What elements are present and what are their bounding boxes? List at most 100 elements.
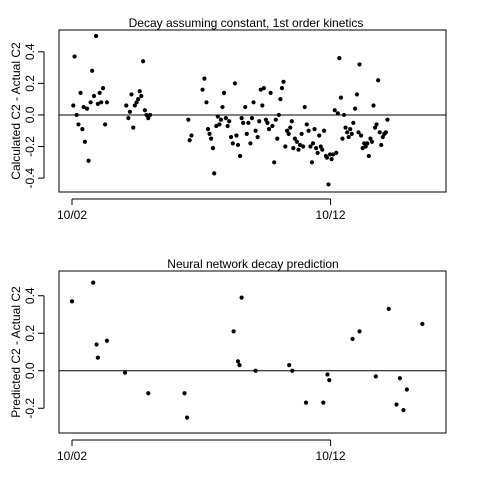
y-tick-label: 0.0 [23,362,37,379]
data-point [275,136,280,141]
y-axis-label: Calculated C2 - Actual C2 [9,42,23,180]
data-point [348,127,353,132]
data-point [318,144,323,149]
data-point [349,131,354,136]
data-point [335,111,340,116]
data-point [358,133,364,138]
data-point [371,103,376,108]
data-point [129,92,134,97]
data-point [246,120,251,125]
data-point [84,106,90,111]
data-point [137,89,142,94]
data-point [304,122,309,127]
data-point [312,127,317,132]
data-point [127,109,133,114]
data-point [353,106,358,111]
y-axis: -0.2 0.0 0.2 0.4 [23,287,45,419]
data-point [141,59,146,64]
data-point [322,128,327,133]
x-axis: 10/02 10/12 [57,439,346,463]
x-tick-label: 10/02 [57,208,87,222]
data-point [223,116,228,121]
data-point [244,131,249,136]
data-point [239,295,244,300]
data-point [234,133,239,138]
data-point [94,342,99,347]
plot-frame [58,270,447,434]
data-point [296,147,301,152]
data-point [253,128,258,133]
data-point [368,136,373,141]
x-axis: 10/02 10/12 [57,198,346,222]
y-tick-label: -0.4 [23,167,37,188]
data-point [93,33,99,39]
data-point [249,116,255,121]
data-point [360,146,365,151]
data-point [332,108,337,113]
data-point [186,117,191,122]
data-point [291,146,296,151]
x-tick-label: 10/02 [57,449,87,463]
data-point [184,415,190,420]
y-tick-label: 0.4 [23,287,37,304]
data-point [265,120,270,125]
data-point [331,152,336,157]
data-point [95,101,100,106]
data-point [289,119,294,124]
data-points [71,33,390,187]
data-point [253,368,258,373]
data-point [81,104,86,110]
x-tick-label: 10/12 [316,449,346,463]
data-point [243,104,248,110]
data-point [202,76,207,81]
data-point [76,122,81,127]
data-point [142,108,148,113]
data-point [357,329,362,334]
y-tick-label: 0.4 [23,43,37,60]
data-point [309,160,315,165]
data-point [214,123,219,129]
data-point [95,355,100,360]
data-point [420,321,425,326]
data-point [220,104,225,110]
data-point [327,152,333,157]
data-point [217,122,222,127]
data-point [310,141,316,146]
data-point [350,336,355,341]
data-point [317,133,322,138]
data-point [122,370,128,375]
data-point [102,122,108,127]
data-point [338,95,344,100]
chart-panel-top: Decay assuming constant, 1st order kinet… [9,16,447,222]
data-point [104,100,110,105]
data-point [329,157,334,162]
data-point [379,142,384,148]
data-point [231,329,236,334]
data-point [136,97,141,102]
data-point [385,117,390,122]
data-point [235,359,241,364]
data-point [257,119,262,124]
data-point [218,117,224,122]
data-point [356,130,361,135]
data-point [380,134,385,140]
data-point [285,128,290,133]
data-point [372,125,378,130]
data-point [366,153,371,159]
chart-title: Neural network decay prediction [167,257,338,271]
data-point [80,127,85,132]
data-point [182,391,187,396]
y-axis: -0.4 -0.2 0.0 0.2 0.4 [23,43,45,188]
data-point [100,86,106,91]
data-point [228,134,234,140]
data-point [82,139,88,144]
data-point [290,368,295,373]
data-point [394,402,399,407]
data-point [374,122,379,127]
data-point [251,100,256,105]
data-point [90,68,95,73]
data-point [345,130,350,135]
data-point [340,136,345,141]
data-point [299,131,304,136]
